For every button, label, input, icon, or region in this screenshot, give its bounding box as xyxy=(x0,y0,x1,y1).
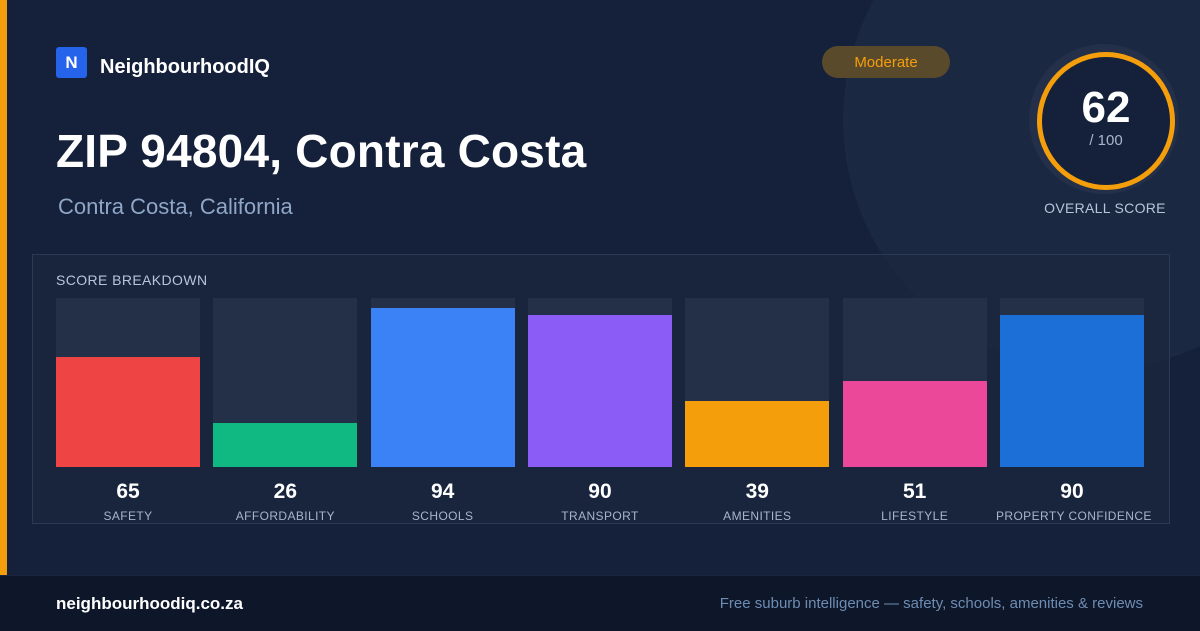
bar-label: AFFORDABILITY xyxy=(235,509,335,523)
bar-value: 51 xyxy=(902,480,927,503)
score-breakdown-panel: SCORE BREAKDOWN 65 SAFETY 26 AFFORDABILITY 9… xyxy=(32,254,1170,524)
bar-track xyxy=(685,298,830,467)
bar-value: 94 xyxy=(430,480,455,503)
bar-track xyxy=(527,298,672,467)
bar-label: PROPERTY CONFIDENCE xyxy=(995,509,1152,523)
overall-score-max: / 100 xyxy=(1089,132,1123,149)
footer-tagline: Free suburb intelligence — safety, schoo… xyxy=(719,595,1143,612)
brand: N NeighbourhoodIQ xyxy=(56,46,270,79)
bar-amenities: 39 AMENITIES xyxy=(685,298,830,523)
bar-label: TRANSPORT xyxy=(561,509,639,523)
footer-url: neighbourhoodiq.co.za xyxy=(56,594,243,613)
bar-track xyxy=(213,298,358,467)
bar-value: 90 xyxy=(1060,480,1084,503)
location-subtitle: Contra Costa, California xyxy=(58,194,293,219)
bar-lifestyle: 51 LIFESTYLE xyxy=(842,298,987,523)
bar-fill xyxy=(842,380,987,467)
breakdown-title: SCORE BREAKDOWN xyxy=(56,272,208,288)
bar-transport: 90 TRANSPORT xyxy=(527,298,672,523)
rating-badge: Moderate xyxy=(822,46,950,78)
score-ring xyxy=(1037,52,1175,190)
bar-fill xyxy=(685,401,830,467)
bar-fill xyxy=(213,423,358,467)
bar-label: SCHOOLS xyxy=(411,509,474,523)
bar-label: LIFESTYLE xyxy=(881,509,949,523)
breakdown-chart: 65 SAFETY 26 AFFORDABILITY 94 SCHOOLS 90 TRANSP… xyxy=(56,298,1151,523)
brand-name: NeighbourhoodIQ xyxy=(100,56,270,78)
bar-property-confidence: 90 PROPERTY CONFIDENCE xyxy=(996,298,1151,523)
overall-score-value: 62 xyxy=(1081,83,1131,132)
bar-fill xyxy=(527,314,672,467)
accent-bar xyxy=(0,0,7,575)
bar-value: 65 xyxy=(116,480,140,503)
bar-affordability: 26 AFFORDABILITY xyxy=(213,298,358,523)
bar-value: 90 xyxy=(588,480,612,503)
brand-logo-icon: N xyxy=(56,47,87,78)
bar-label: SAFETY xyxy=(103,509,153,523)
score-card: N NeighbourhoodIQ ZIP 94804, Contra Cost… xyxy=(0,0,1175,575)
bar-schools: 94 SCHOOLS xyxy=(370,298,515,523)
overall-score-caption: OVERALL SCORE xyxy=(1044,200,1166,216)
bar-track xyxy=(370,298,515,467)
bar-track xyxy=(842,298,987,467)
bar-fill xyxy=(999,314,1144,467)
bar-value: 39 xyxy=(745,480,769,503)
location-title: ZIP 94804, Contra Costa xyxy=(56,125,587,177)
footer: neighbourhoodiq.co.za Free suburb intell… xyxy=(0,575,1200,631)
bar-fill xyxy=(56,357,200,467)
bar-track xyxy=(999,298,1144,467)
bar-value: 26 xyxy=(273,480,297,503)
bar-track xyxy=(56,298,200,467)
bar-safety: 65 SAFETY xyxy=(56,298,200,523)
bar-label: AMENITIES xyxy=(723,509,792,523)
bar-fill xyxy=(370,308,515,467)
